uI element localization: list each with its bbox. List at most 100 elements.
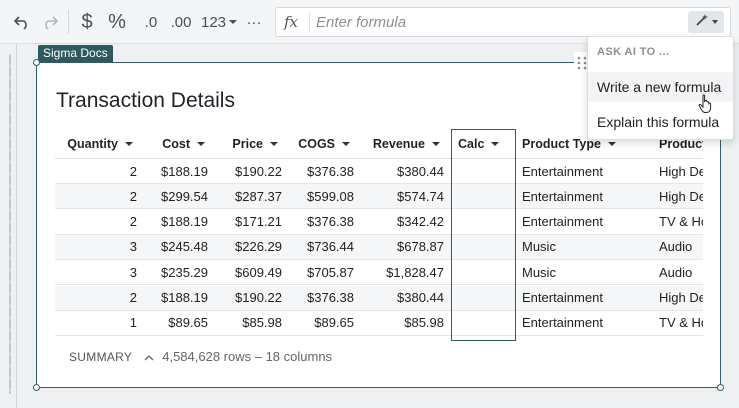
cell-price[interactable]: $287.37: [235, 188, 282, 204]
drag-handle-icon[interactable]: [574, 52, 590, 74]
cell-cogs[interactable]: $376.38: [307, 163, 354, 179]
cell-cost[interactable]: $245.48: [161, 239, 208, 255]
column-header-label: Product: [659, 136, 703, 151]
currency-format-button[interactable]: $: [81, 10, 93, 33]
chevron-up-icon[interactable]: [144, 350, 154, 364]
cell-product[interactable]: TV & Ho: [659, 214, 703, 230]
cell-product-type[interactable]: Entertainment: [522, 163, 603, 179]
cell-revenue[interactable]: $380.44: [397, 290, 444, 305]
cell-revenue[interactable]: $1,828.47: [386, 264, 444, 280]
cell-calc[interactable]: [458, 260, 513, 284]
ask-ai-button[interactable]: [688, 11, 724, 33]
cell-quantity[interactable]: 2: [129, 290, 137, 305]
cell-product[interactable]: High De: [659, 188, 703, 204]
cell-price[interactable]: $85.98: [242, 315, 282, 331]
chevron-down-icon: [229, 20, 238, 24]
redo-icon[interactable]: [38, 10, 62, 34]
ask-ai-menu-header: ASK AI TO ...: [597, 46, 670, 58]
cell-price[interactable]: $190.22: [235, 290, 282, 305]
cell-quantity[interactable]: 3: [129, 264, 137, 280]
menu-item-write-formula[interactable]: Write a new formula: [588, 72, 733, 102]
cell-price[interactable]: $609.49: [235, 264, 282, 280]
cell-cost[interactable]: $188.19: [161, 163, 208, 179]
cell-cost[interactable]: $235.29: [161, 264, 208, 280]
column-header-calc[interactable]: Calc: [458, 129, 513, 158]
cell-price[interactable]: $171.21: [235, 214, 282, 230]
resize-handle-bottom-left[interactable]: [33, 384, 40, 391]
cell-product[interactable]: High De: [659, 163, 703, 179]
table-row[interactable]: 1 $89.65 $85.98 $89.65 $85.98 Entertainment TV…: [55, 311, 703, 336]
cell-revenue[interactable]: $574.74: [397, 188, 444, 204]
cell-product-type[interactable]: Entertainment: [522, 290, 603, 305]
cell-quantity[interactable]: 2: [129, 163, 137, 179]
cell-calc[interactable]: [458, 235, 513, 259]
cell-quantity[interactable]: 2: [129, 214, 137, 230]
cell-quantity[interactable]: 3: [129, 239, 137, 255]
cell-product[interactable]: Audio: [659, 264, 693, 280]
chevron-down-icon: [491, 141, 500, 146]
cell-cogs[interactable]: $599.08: [307, 188, 354, 204]
more-options-button[interactable]: ···: [246, 13, 262, 31]
column-header-cost[interactable]: Cost: [133, 129, 205, 158]
undo-icon[interactable]: [10, 10, 34, 34]
decrease-decimals-label: .0: [144, 13, 158, 31]
table-row[interactable]: 2 $188.19 $171.21 $376.38 $342.42 Entertainme…: [55, 210, 703, 235]
cell-cogs[interactable]: $89.65: [314, 315, 354, 331]
increase-decimals-label: .00: [170, 13, 192, 31]
cell-revenue[interactable]: $342.42: [397, 214, 444, 230]
cell-calc[interactable]: [458, 184, 513, 208]
cell-quantity[interactable]: 1: [129, 315, 137, 331]
cell-product[interactable]: Audio: [659, 239, 693, 255]
cell-product-type[interactable]: Entertainment: [522, 315, 603, 331]
column-header-price[interactable]: Price: [205, 129, 278, 158]
cell-cost[interactable]: $299.54: [161, 188, 208, 204]
element-tag[interactable]: Sigma Docs: [38, 45, 113, 62]
table-row[interactable]: 2 $188.19 $190.22 $376.38 $380.44 Entertainme…: [55, 159, 703, 184]
cell-calc[interactable]: [458, 311, 513, 335]
table-row[interactable]: 3 $245.48 $226.29 $736.44 $678.87 Music Audio: [55, 234, 703, 260]
cell-calc[interactable]: [458, 159, 513, 183]
cell-product[interactable]: High De: [659, 290, 703, 305]
menu-item-explain-formula[interactable]: Explain this formula: [597, 114, 720, 130]
cell-product-type[interactable]: Music: [522, 239, 556, 255]
cell-revenue[interactable]: $678.87: [397, 239, 444, 255]
toolbar-divider: [68, 10, 69, 34]
column-header-label: Cost: [162, 136, 190, 151]
percent-format-button[interactable]: %: [108, 10, 126, 33]
cell-cogs[interactable]: $705.87: [307, 264, 354, 280]
table-row[interactable]: 2 $188.19 $190.22 $376.38 $380.44 Entertainme…: [55, 285, 703, 311]
decrease-decimals-button[interactable]: .0: [138, 10, 164, 34]
column-header-product[interactable]: Product: [659, 129, 703, 158]
cell-revenue[interactable]: $85.98: [404, 315, 444, 331]
cell-calc[interactable]: [458, 286, 513, 310]
cell-cost[interactable]: $188.19: [161, 290, 208, 305]
column-header-label: Price: [232, 136, 263, 151]
cell-cogs[interactable]: $736.44: [307, 239, 354, 255]
resize-handle-bottom-right[interactable]: [717, 384, 724, 391]
cell-price[interactable]: $226.29: [235, 239, 282, 255]
cell-quantity[interactable]: 2: [129, 188, 137, 204]
formula-input[interactable]: [316, 12, 676, 32]
table-row[interactable]: 3 $235.29 $609.49 $705.87 $1,828.47 Music Audi…: [55, 260, 703, 286]
column-header-cogs[interactable]: COGS: [278, 129, 350, 158]
cell-cogs[interactable]: $376.38: [307, 214, 354, 230]
cell-product-type[interactable]: Music: [522, 264, 556, 280]
column-header-quantity[interactable]: Quantity: [55, 129, 133, 158]
cell-product[interactable]: TV & Ho: [659, 315, 703, 331]
resize-handle-top-left[interactable]: [33, 59, 40, 66]
summary-bar[interactable]: SUMMARY 4,584,628 rows – 18 columns: [69, 349, 332, 364]
row-column-count: 4,584,628 rows – 18 columns: [162, 349, 333, 364]
cell-cogs[interactable]: $376.38: [307, 290, 354, 305]
column-header-product-type[interactable]: Product Type: [522, 129, 652, 158]
cell-cost[interactable]: $89.65: [168, 315, 208, 331]
cell-price[interactable]: $190.22: [235, 163, 282, 179]
column-header-revenue[interactable]: Revenue: [350, 129, 440, 158]
number-format-dropdown[interactable]: 123: [200, 10, 238, 34]
cell-cost[interactable]: $188.19: [161, 214, 208, 230]
cell-revenue[interactable]: $380.44: [397, 163, 444, 179]
cell-product-type[interactable]: Entertainment: [522, 188, 603, 204]
cell-calc[interactable]: [458, 210, 513, 234]
table-row[interactable]: 2 $299.54 $287.37 $599.08 $574.74 Entertainme…: [55, 184, 703, 210]
increase-decimals-button[interactable]: .00: [166, 10, 196, 34]
cell-product-type[interactable]: Entertainment: [522, 214, 603, 230]
